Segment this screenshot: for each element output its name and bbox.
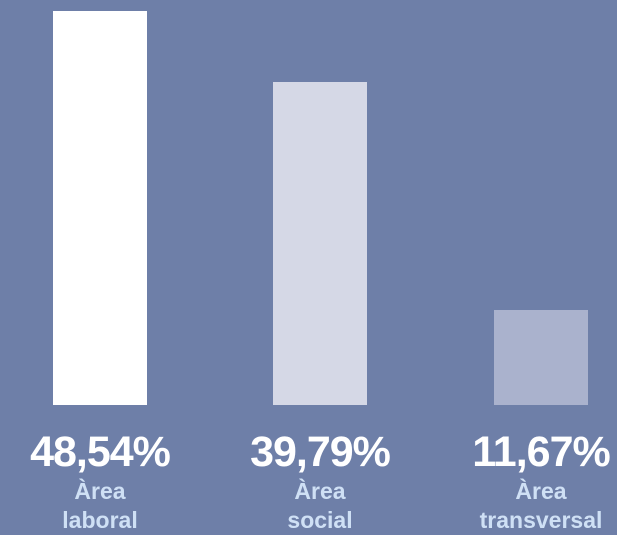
value-label: 39,79% <box>250 428 391 476</box>
bar <box>53 11 147 405</box>
value-label: 11,67% <box>472 428 610 476</box>
category-label: Àrea transversal <box>479 478 603 533</box>
bar <box>494 310 588 405</box>
value-label: 48,54% <box>30 428 171 476</box>
category-label: Àrea laboral <box>62 478 138 533</box>
category-label: Àrea social <box>287 478 353 533</box>
bar <box>273 82 367 405</box>
